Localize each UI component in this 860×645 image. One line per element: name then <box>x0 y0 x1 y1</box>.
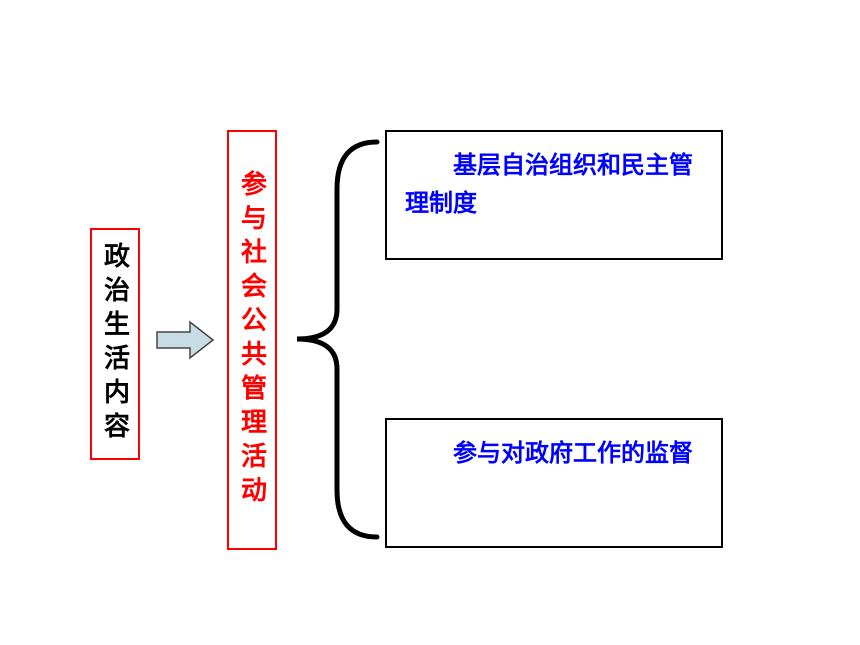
curly-brace <box>287 139 382 540</box>
middle-concept-box: 参与社会公共管理活动 <box>227 130 277 550</box>
top-detail-box: 基层自治组织和民主管理制度 <box>385 130 723 260</box>
bottom-detail-box: 参与对政府工作的监督 <box>385 418 723 548</box>
left-concept-box: 政治生活内容 <box>90 228 140 460</box>
arrow-right <box>155 320 215 360</box>
